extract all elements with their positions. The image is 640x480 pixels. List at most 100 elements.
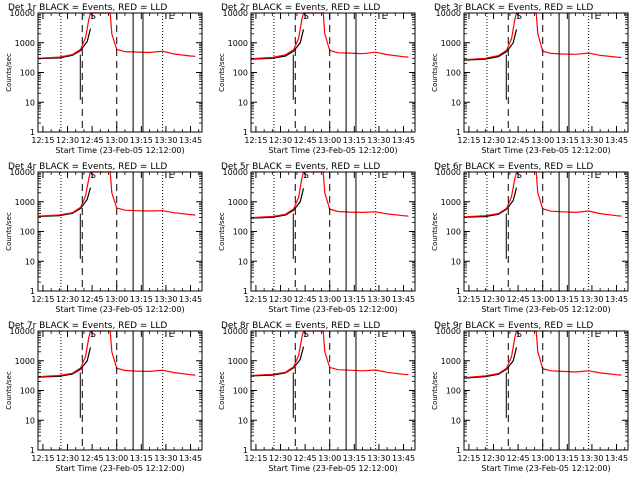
x-tick-label: 13:30 [367, 295, 390, 304]
x-axis-label: Start Time (23-Feb-05 12:12:00) [55, 305, 184, 314]
y-axis-label: Counts/sec [5, 371, 13, 410]
x-tick-label: 12:30 [269, 295, 292, 304]
x-tick-label: 12:30 [269, 136, 292, 145]
x-axis-label: Start Time (23-Feb-05 12:12:00) [481, 146, 610, 155]
marker-s-label: S [90, 171, 96, 181]
marker-s-label: S [303, 12, 309, 22]
series-lld [250, 330, 409, 377]
x-tick-label: 12:45 [81, 136, 104, 145]
x-axis-label: Start Time (23-Feb-05 12:12:00) [481, 464, 610, 473]
y-tick-label: 100 [20, 69, 35, 78]
x-tick-label: 12:15 [31, 454, 54, 463]
y-tick-label: 1 [456, 287, 461, 296]
x-tick-label: 13:45 [179, 136, 202, 145]
series-lld [37, 330, 196, 378]
y-tick-label: 1000 [228, 39, 248, 48]
x-tick-label: 12:45 [294, 454, 317, 463]
series-events [37, 187, 92, 218]
x-tick-label: 13:45 [179, 454, 202, 463]
x-tick-label: 13:15 [130, 295, 153, 304]
x-tick-label: 13:00 [531, 454, 554, 463]
x-axis-label: Start Time (23-Feb-05 12:12:00) [55, 464, 184, 473]
marker-e-label: E [382, 171, 388, 181]
y-tick-label: 1 [30, 287, 35, 296]
x-tick-label: 13:00 [531, 136, 554, 145]
series-events [250, 29, 305, 60]
x-tick-label: 13:15 [343, 295, 366, 304]
x-tick-label: 13:00 [105, 295, 128, 304]
y-tick-label: 100 [233, 69, 248, 78]
x-tick-label: 12:15 [457, 136, 480, 145]
plot-frame [37, 12, 203, 133]
chart-title: Det 1r BLACK = Events, RED = LLD [8, 3, 167, 13]
x-tick-label: 12:15 [244, 136, 267, 145]
series-events [463, 187, 518, 218]
x-tick-label: 12:45 [81, 295, 104, 304]
marker-e-label: E [169, 330, 175, 340]
x-tick-label: 12:15 [31, 136, 54, 145]
x-tick-label: 13:15 [556, 295, 579, 304]
y-tick-label: 10 [25, 416, 35, 425]
marker-e-label: E [169, 171, 175, 181]
x-tick-label: 12:15 [31, 295, 54, 304]
y-tick-label: 10 [238, 98, 248, 107]
marker-s-label: S [303, 171, 309, 181]
x-tick-label: 13:45 [179, 295, 202, 304]
x-tick-label: 13:45 [605, 295, 628, 304]
y-tick-label: 100 [446, 69, 461, 78]
y-tick-label: 1 [243, 128, 248, 137]
x-tick-label: 13:15 [130, 136, 153, 145]
plot-frame [250, 171, 416, 292]
series-lld [463, 12, 622, 61]
marker-e-label: E [382, 12, 388, 22]
chart-title: Det 7r BLACK = Events, RED = LLD [8, 321, 167, 331]
x-tick-label: 12:30 [56, 136, 79, 145]
series-lld [37, 171, 196, 217]
marker-s-label: S [90, 330, 96, 340]
plot-frame [250, 330, 416, 451]
y-tick-label: 1 [456, 128, 461, 137]
x-tick-label: 12:15 [457, 295, 480, 304]
x-tick-label: 13:45 [392, 295, 415, 304]
marker-e-label: E [169, 12, 175, 22]
x-tick-label: 12:30 [269, 454, 292, 463]
series-events [250, 188, 305, 219]
plot-frame [250, 12, 416, 133]
y-tick-label: 10000 [436, 9, 461, 18]
x-tick-label: 13:15 [130, 454, 153, 463]
x-tick-label: 13:15 [343, 454, 366, 463]
y-tick-label: 1000 [441, 198, 461, 207]
y-tick-label: 1000 [441, 357, 461, 366]
series-events [463, 347, 518, 379]
y-tick-label: 1 [243, 287, 248, 296]
y-tick-label: 1 [243, 446, 248, 455]
x-tick-label: 13:00 [318, 136, 341, 145]
y-axis-label: Counts/sec [218, 53, 226, 92]
x-tick-label: 13:30 [367, 454, 390, 463]
y-tick-label: 100 [20, 228, 35, 237]
y-tick-label: 1000 [228, 198, 248, 207]
marker-s-label: S [90, 12, 96, 22]
y-tick-label: 10000 [223, 168, 248, 177]
y-tick-label: 10000 [436, 327, 461, 336]
x-tick-label: 13:45 [392, 454, 415, 463]
y-tick-label: 1000 [15, 198, 35, 207]
y-axis-label: Counts/sec [5, 53, 13, 92]
y-tick-label: 1000 [228, 357, 248, 366]
x-axis-label: Start Time (23-Feb-05 12:12:00) [481, 305, 610, 314]
y-axis-label: Counts/sec [431, 212, 439, 251]
chart-title: Det 5r BLACK = Events, RED = LLD [221, 162, 380, 172]
x-tick-label: 12:30 [482, 136, 505, 145]
marker-e-label: E [595, 12, 601, 22]
x-axis-label: Start Time (23-Feb-05 12:12:00) [268, 464, 397, 473]
plot-frame [37, 171, 203, 292]
y-tick-label: 10 [238, 416, 248, 425]
x-tick-label: 13:45 [605, 454, 628, 463]
y-axis-label: Counts/sec [5, 212, 13, 251]
y-tick-label: 100 [446, 387, 461, 396]
x-tick-label: 12:15 [457, 454, 480, 463]
